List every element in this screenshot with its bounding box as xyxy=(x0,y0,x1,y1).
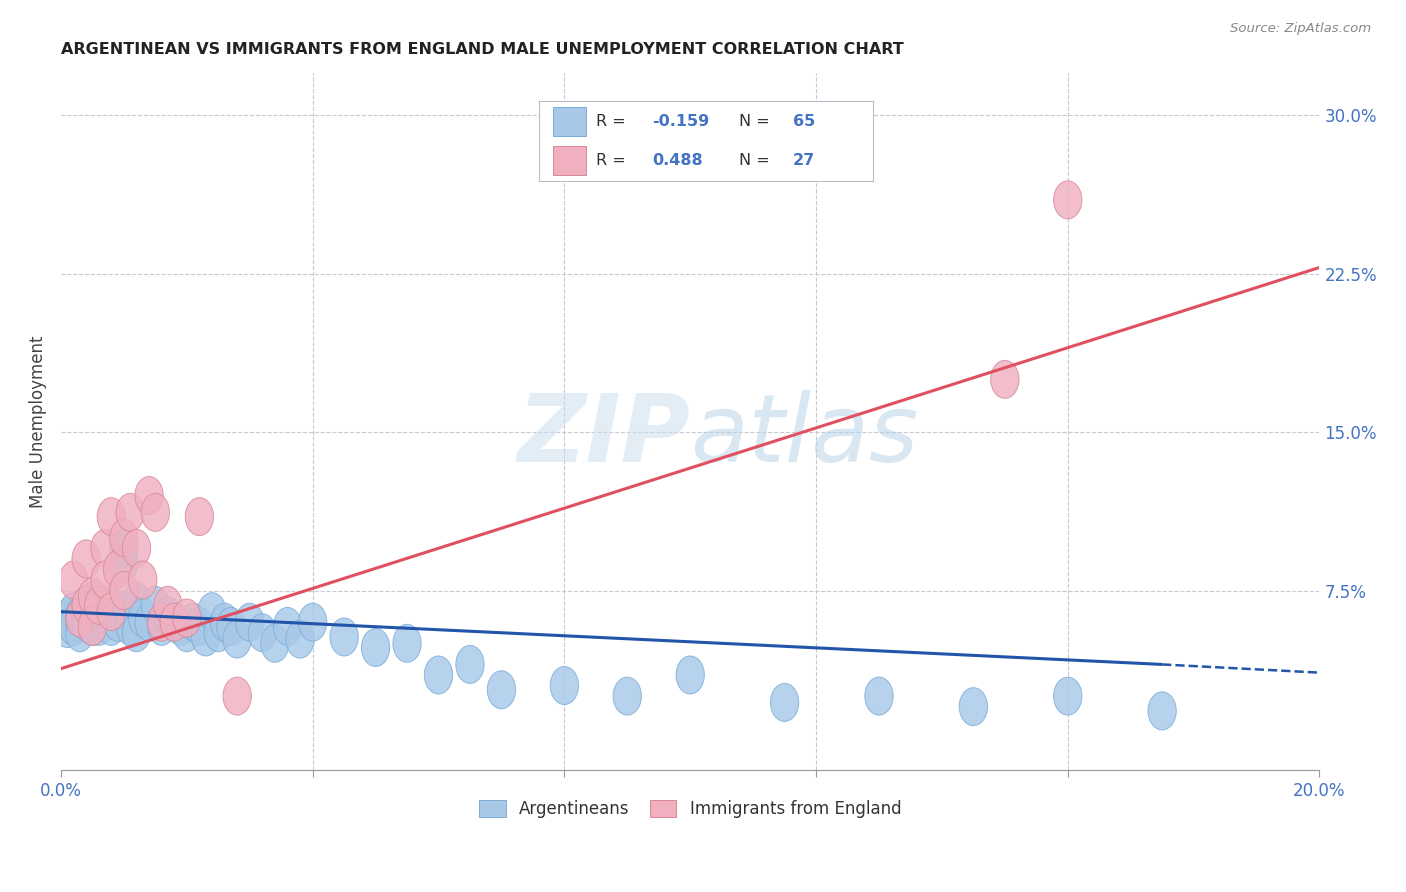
Ellipse shape xyxy=(456,646,484,683)
Ellipse shape xyxy=(160,603,188,641)
Ellipse shape xyxy=(198,592,226,631)
Ellipse shape xyxy=(110,529,138,567)
Ellipse shape xyxy=(217,607,245,646)
Ellipse shape xyxy=(191,618,219,656)
Ellipse shape xyxy=(186,498,214,535)
Ellipse shape xyxy=(91,603,120,641)
Ellipse shape xyxy=(97,592,125,631)
Text: ARGENTINEAN VS IMMIGRANTS FROM ENGLAND MALE UNEMPLOYMENT CORRELATION CHART: ARGENTINEAN VS IMMIGRANTS FROM ENGLAND M… xyxy=(60,42,904,57)
Ellipse shape xyxy=(425,656,453,694)
Ellipse shape xyxy=(53,609,82,648)
Ellipse shape xyxy=(66,603,94,641)
Ellipse shape xyxy=(135,603,163,641)
Ellipse shape xyxy=(865,677,893,715)
Ellipse shape xyxy=(79,607,107,646)
Ellipse shape xyxy=(72,586,100,624)
Ellipse shape xyxy=(72,540,100,578)
Ellipse shape xyxy=(66,597,94,635)
Ellipse shape xyxy=(104,603,132,641)
Ellipse shape xyxy=(91,586,120,624)
Ellipse shape xyxy=(153,597,183,635)
Ellipse shape xyxy=(173,614,201,652)
Ellipse shape xyxy=(104,550,132,589)
Ellipse shape xyxy=(135,476,163,515)
Ellipse shape xyxy=(122,529,150,567)
Ellipse shape xyxy=(1053,677,1081,715)
Ellipse shape xyxy=(91,529,120,567)
Ellipse shape xyxy=(1147,692,1177,730)
Ellipse shape xyxy=(186,607,214,646)
Ellipse shape xyxy=(236,603,264,641)
Ellipse shape xyxy=(84,597,112,635)
Y-axis label: Male Unemployment: Male Unemployment xyxy=(30,335,46,508)
Ellipse shape xyxy=(128,561,157,599)
Ellipse shape xyxy=(224,620,252,658)
Ellipse shape xyxy=(91,561,120,599)
Ellipse shape xyxy=(959,688,987,726)
Ellipse shape xyxy=(204,614,232,652)
Ellipse shape xyxy=(84,607,112,646)
Legend: Argentineans, Immigrants from England: Argentineans, Immigrants from England xyxy=(472,793,908,824)
Ellipse shape xyxy=(153,586,183,624)
Ellipse shape xyxy=(79,582,107,620)
Ellipse shape xyxy=(122,614,150,652)
Ellipse shape xyxy=(117,592,145,631)
Ellipse shape xyxy=(104,591,132,629)
Ellipse shape xyxy=(91,592,120,631)
Ellipse shape xyxy=(72,603,100,641)
Ellipse shape xyxy=(59,561,87,599)
Ellipse shape xyxy=(224,677,252,715)
Ellipse shape xyxy=(97,597,125,635)
Ellipse shape xyxy=(330,618,359,656)
Ellipse shape xyxy=(1053,181,1081,219)
Text: Source: ZipAtlas.com: Source: ZipAtlas.com xyxy=(1230,22,1371,36)
Ellipse shape xyxy=(488,671,516,709)
Ellipse shape xyxy=(117,607,145,646)
Ellipse shape xyxy=(84,603,112,641)
Ellipse shape xyxy=(79,592,107,631)
Ellipse shape xyxy=(676,656,704,694)
Ellipse shape xyxy=(173,599,201,637)
Ellipse shape xyxy=(273,607,302,646)
Ellipse shape xyxy=(211,603,239,641)
Ellipse shape xyxy=(79,607,107,646)
Ellipse shape xyxy=(148,607,176,646)
Ellipse shape xyxy=(128,599,157,637)
Ellipse shape xyxy=(141,586,170,624)
Ellipse shape xyxy=(160,603,188,641)
Ellipse shape xyxy=(59,592,87,631)
Ellipse shape xyxy=(247,614,277,652)
Ellipse shape xyxy=(53,599,82,637)
Ellipse shape xyxy=(110,544,138,582)
Ellipse shape xyxy=(991,360,1019,399)
Ellipse shape xyxy=(66,614,94,652)
Ellipse shape xyxy=(550,666,578,705)
Ellipse shape xyxy=(72,586,100,624)
Ellipse shape xyxy=(72,599,100,637)
Ellipse shape xyxy=(110,519,138,557)
Ellipse shape xyxy=(117,493,145,532)
Ellipse shape xyxy=(59,607,87,646)
Ellipse shape xyxy=(122,582,150,620)
Ellipse shape xyxy=(361,629,389,666)
Text: atlas: atlas xyxy=(690,390,918,481)
Ellipse shape xyxy=(166,607,194,646)
Ellipse shape xyxy=(79,578,107,615)
Ellipse shape xyxy=(285,620,314,658)
Ellipse shape xyxy=(260,624,290,663)
Ellipse shape xyxy=(770,683,799,722)
Ellipse shape xyxy=(110,572,138,609)
Text: ZIP: ZIP xyxy=(517,390,690,482)
Ellipse shape xyxy=(97,498,125,535)
Ellipse shape xyxy=(613,677,641,715)
Ellipse shape xyxy=(141,493,170,532)
Ellipse shape xyxy=(66,599,94,637)
Ellipse shape xyxy=(84,586,112,624)
Ellipse shape xyxy=(148,603,176,641)
Ellipse shape xyxy=(392,624,422,663)
Ellipse shape xyxy=(179,603,207,641)
Ellipse shape xyxy=(97,607,125,646)
Ellipse shape xyxy=(298,603,326,641)
